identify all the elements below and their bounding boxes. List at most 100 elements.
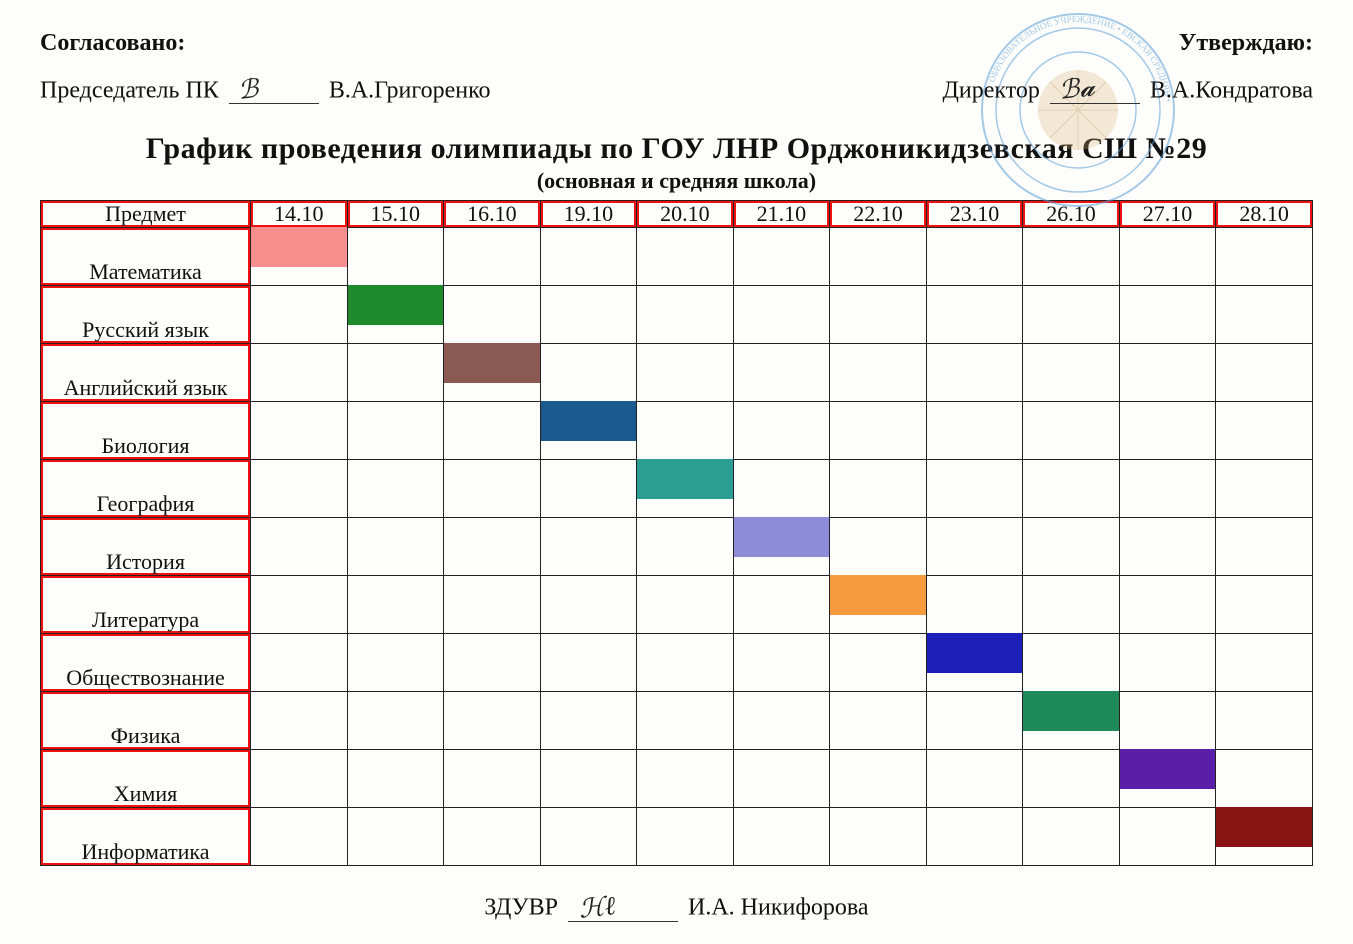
schedule-cell	[1216, 460, 1313, 518]
schedule-cell	[637, 808, 734, 866]
date-header: 27.10	[1119, 201, 1216, 228]
date-header: 19.10	[540, 201, 637, 228]
schedule-cell	[444, 808, 541, 866]
schedule-cell	[347, 228, 444, 286]
approval-left-heading: Согласовано:	[40, 30, 491, 57]
schedule-cell	[251, 402, 348, 460]
table-row: География	[41, 460, 1313, 518]
subject-cell: Математика	[41, 228, 251, 286]
footer-signature-block: ЗДУВР ℋℓ И.А. Никифорова	[40, 894, 1313, 921]
schedule-cell	[444, 634, 541, 692]
color-swatch	[830, 575, 926, 615]
schedule-cell	[733, 286, 830, 344]
schedule-cell	[733, 692, 830, 750]
schedule-cell	[637, 692, 734, 750]
schedule-cell	[1119, 402, 1216, 460]
subject-cell: География	[41, 460, 251, 518]
footer-signature-line: ℋℓ	[568, 894, 678, 921]
schedule-cell	[540, 344, 637, 402]
color-swatch	[1120, 749, 1216, 789]
schedule-cell	[637, 402, 734, 460]
schedule-cell	[1216, 228, 1313, 286]
schedule-cell	[733, 228, 830, 286]
approval-right-signature-line: ℬ𝓪	[1050, 77, 1140, 104]
schedule-cell	[540, 286, 637, 344]
schedule-cell	[733, 460, 830, 518]
schedule-cell	[1119, 344, 1216, 402]
schedule-cell	[1023, 634, 1120, 692]
schedule-cell	[444, 518, 541, 576]
schedule-cell	[1023, 286, 1120, 344]
approval-left-role: Председатель ПК	[40, 77, 219, 103]
subject-cell: Физика	[41, 692, 251, 750]
approval-left-signature-line: ℬ	[229, 77, 319, 104]
schedule-cell	[540, 228, 637, 286]
schedule-cell	[733, 576, 830, 634]
schedule-cell	[347, 518, 444, 576]
schedule-cell	[637, 344, 734, 402]
table-row: Русский язык	[41, 286, 1313, 344]
approval-right-role: Директор	[943, 77, 1040, 103]
schedule-cell	[444, 576, 541, 634]
schedule-cell	[830, 634, 927, 692]
schedule-cell	[1119, 750, 1216, 808]
subject-cell: Информатика	[41, 808, 251, 866]
schedule-cell	[251, 634, 348, 692]
schedule-cell	[830, 402, 927, 460]
schedule-cell	[733, 518, 830, 576]
approval-left-signature: ℬ	[236, 74, 259, 106]
schedule-cell	[1119, 460, 1216, 518]
subject-cell: Русский язык	[41, 286, 251, 344]
schedule-cell	[926, 576, 1023, 634]
schedule-cell	[830, 576, 927, 634]
schedule-cell	[1023, 576, 1120, 634]
schedule-cell	[347, 576, 444, 634]
schedule-cell	[1216, 402, 1313, 460]
date-header: 23.10	[926, 201, 1023, 228]
color-swatch	[1023, 691, 1119, 731]
schedule-cell	[1216, 634, 1313, 692]
table-row: Информатика	[41, 808, 1313, 866]
schedule-cell	[1216, 518, 1313, 576]
color-swatch	[927, 633, 1023, 673]
schedule-cell	[444, 460, 541, 518]
approval-right-signature: ℬ𝓪	[1057, 73, 1096, 108]
schedule-cell	[347, 344, 444, 402]
table-row: Обществознание	[41, 634, 1313, 692]
schedule-cell	[1023, 750, 1120, 808]
subject-cell: Химия	[41, 750, 251, 808]
schedule-cell	[251, 692, 348, 750]
date-header: 28.10	[1216, 201, 1313, 228]
schedule-cell	[1119, 228, 1216, 286]
schedule-cell	[637, 750, 734, 808]
schedule-cell	[347, 286, 444, 344]
schedule-cell	[926, 460, 1023, 518]
approval-left-name: В.А.Григоренко	[329, 77, 491, 103]
schedule-cell	[733, 808, 830, 866]
schedule-cell	[251, 750, 348, 808]
table-row: Химия	[41, 750, 1313, 808]
schedule-cell	[540, 692, 637, 750]
schedule-cell	[926, 344, 1023, 402]
table-row: Английский язык	[41, 344, 1313, 402]
schedule-cell	[444, 750, 541, 808]
schedule-cell	[444, 692, 541, 750]
schedule-cell	[1023, 402, 1120, 460]
schedule-cell	[637, 576, 734, 634]
schedule-cell	[1216, 692, 1313, 750]
schedule-cell	[251, 460, 348, 518]
approval-left: Согласовано: Председатель ПК ℬ В.А.Григо…	[40, 30, 491, 104]
schedule-cell	[1023, 808, 1120, 866]
date-header: 26.10	[1023, 201, 1120, 228]
date-header: 14.10	[251, 201, 348, 228]
schedule-cell	[1023, 518, 1120, 576]
schedule-cell	[540, 750, 637, 808]
schedule-cell	[540, 634, 637, 692]
schedule-cell	[444, 228, 541, 286]
schedule-cell	[637, 634, 734, 692]
approval-right-name: В.А.Кондратова	[1150, 77, 1313, 103]
schedule-cell	[926, 518, 1023, 576]
schedule-cell	[251, 344, 348, 402]
schedule-cell	[347, 808, 444, 866]
schedule-cell	[830, 750, 927, 808]
